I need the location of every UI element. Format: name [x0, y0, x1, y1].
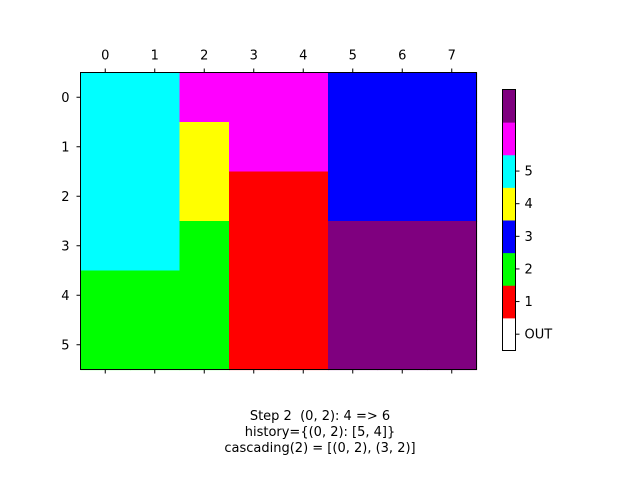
colorbar-border — [502, 89, 516, 351]
heatmap-cell — [130, 270, 181, 321]
heatmap-cell — [328, 221, 379, 272]
y-axis: 0 1 2 3 4 5 — [61, 91, 81, 353]
heatmap-cell — [229, 221, 280, 272]
x-tick-label: 3 — [250, 49, 258, 64]
heatmap-cell — [377, 171, 428, 222]
heatmap-cell — [427, 171, 478, 222]
plot-border — [80, 72, 477, 370]
colorbar-segment — [502, 252, 516, 286]
colorbar-tick-label: 1 — [525, 295, 533, 310]
heatmap-cell — [80, 171, 131, 222]
x-tick-label: 2 — [200, 49, 208, 64]
colorbar-tick-label: 5 — [525, 165, 533, 180]
heatmap-cell — [278, 171, 329, 222]
heatmap-cell — [328, 122, 379, 173]
heatmap-cell — [229, 72, 280, 123]
colorbar-tick-label: 4 — [525, 197, 533, 212]
y-tick-label: 4 — [61, 289, 69, 304]
heatmap-cell — [328, 72, 379, 123]
heatmap-cell — [179, 72, 230, 123]
colorbar-segment — [502, 122, 516, 156]
figure-caption: Step 2 (0, 2): 4 => 6 history={(0, 2): [… — [0, 409, 640, 457]
x-tick-label: 1 — [151, 49, 159, 64]
heatmap-cell — [80, 270, 131, 321]
colorbar-segment — [502, 154, 516, 188]
heatmap-cell — [377, 72, 428, 123]
heatmap-cell — [278, 72, 329, 123]
heatmap-cell — [179, 320, 230, 371]
heatmap-cell — [179, 221, 230, 272]
colorbar-segment — [502, 220, 516, 254]
heatmap-cell — [80, 72, 131, 123]
colorbar: OUT 1 2 3 4 5 — [502, 89, 553, 351]
heatmap-cell — [278, 320, 329, 371]
y-tick-label: 2 — [61, 190, 69, 205]
heatmap-cell — [427, 320, 478, 371]
heatmap-cell — [229, 270, 280, 321]
heatmap-cell — [427, 221, 478, 272]
heatmap-cell — [130, 320, 181, 371]
y-tick-label: 3 — [61, 239, 69, 254]
heatmap-cell — [130, 171, 181, 222]
heatmap-cell — [328, 171, 379, 222]
y-tick-label: 1 — [61, 140, 69, 155]
heatmap-cell — [278, 122, 329, 173]
heatmap-cell — [278, 270, 329, 321]
x-tick-label: 0 — [101, 49, 109, 64]
colorbar-segment — [502, 317, 516, 351]
colorbar-tick-label: 2 — [525, 262, 533, 277]
y-tick-label: 0 — [61, 91, 69, 106]
heatmap-cell — [427, 122, 478, 173]
colorbar-segment — [502, 187, 516, 221]
heatmap-cell — [229, 122, 280, 173]
x-tick-label: 5 — [349, 49, 357, 64]
x-tick-label: 4 — [299, 49, 307, 64]
heatmap-cell — [130, 72, 181, 123]
heatmap-cell — [80, 122, 131, 173]
caption-step: Step 2 (0, 2): 4 => 6 — [249, 409, 391, 424]
heatmap-cell — [427, 270, 478, 321]
heatmap-cell — [328, 320, 379, 371]
heatmap-cell — [377, 320, 428, 371]
heatmap-cell — [130, 221, 181, 272]
y-tick-label: 5 — [61, 338, 69, 353]
x-tick-label: 6 — [398, 49, 406, 64]
heatmap-cell — [130, 122, 181, 173]
heatmap-cell — [179, 122, 230, 173]
colorbar-segment — [502, 285, 516, 319]
heatmap-cell — [80, 221, 131, 272]
heatmap-cell — [179, 270, 230, 321]
caption-history: history={(0, 2): [5, 4]} — [244, 425, 396, 440]
heatmap-cell — [377, 270, 428, 321]
heatmap-cell — [229, 320, 280, 371]
caption-cascading: cascading(2) = [(0, 2), (3, 2)] — [224, 441, 416, 456]
heatmap-cell — [80, 320, 131, 371]
colorbar-tick-label: 3 — [525, 230, 533, 245]
x-axis: 0 1 2 3 4 5 6 7 — [101, 49, 456, 374]
heatmap-cell — [377, 122, 428, 173]
colorbar-segment — [502, 89, 516, 123]
colorbar-tick-label: OUT — [525, 328, 553, 343]
heatmap-cell — [179, 171, 230, 222]
heatmap-cell — [229, 171, 280, 222]
heatmap-cells — [80, 72, 478, 371]
heatmap-cell — [328, 270, 379, 321]
heatmap-cell — [427, 72, 478, 123]
x-tick-label: 7 — [448, 49, 456, 64]
heatmap-cell — [278, 221, 329, 272]
heatmap-frame — [80, 72, 477, 370]
heatmap-cell — [377, 221, 428, 272]
